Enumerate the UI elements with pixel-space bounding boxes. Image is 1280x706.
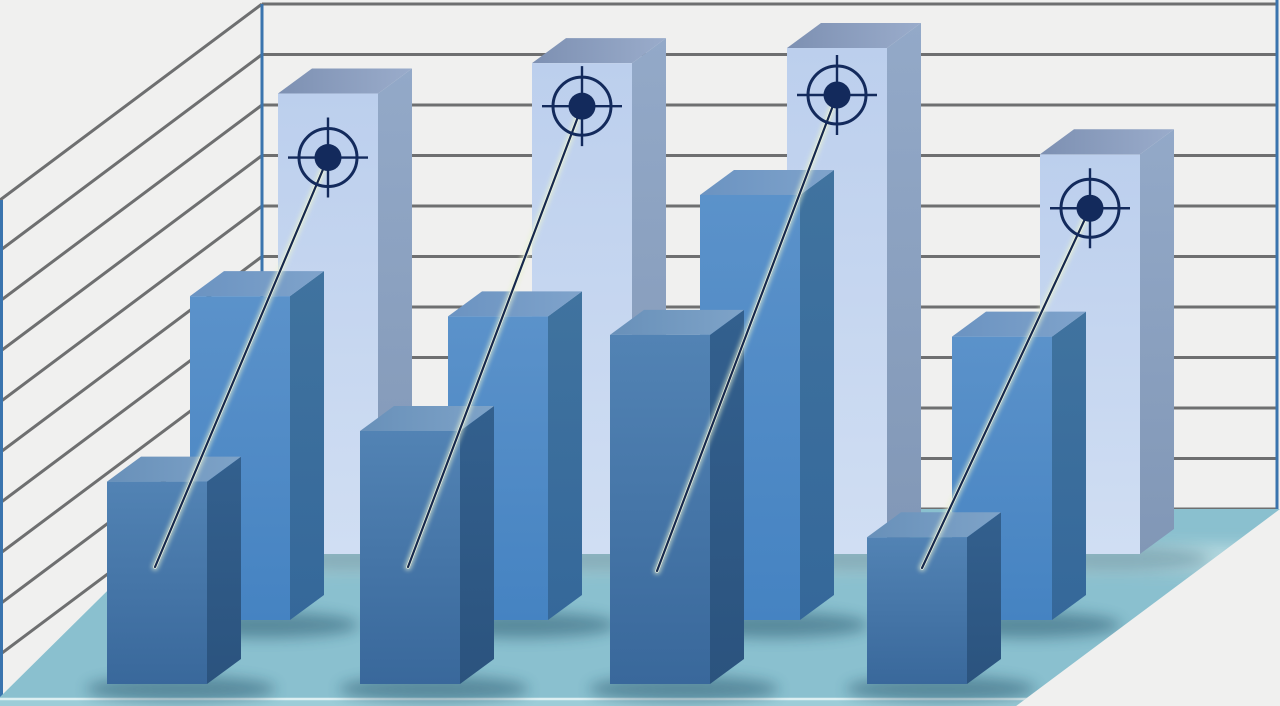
target-markers	[288, 55, 1130, 249]
bar-front-2	[360, 406, 494, 684]
crosshair-target-icon	[797, 55, 877, 135]
target-line	[151, 154, 332, 571]
target-beam-lines	[151, 91, 1094, 575]
bar-middle-4	[952, 311, 1086, 620]
target-line	[918, 204, 1094, 572]
crosshair-target-icon	[542, 66, 622, 147]
bar-front-4	[867, 512, 1001, 684]
crosshair-target-icon	[1050, 168, 1130, 249]
crosshair-target-icon	[288, 117, 368, 198]
bar-front-1	[107, 456, 241, 684]
target-line	[404, 102, 586, 571]
target-line	[653, 91, 841, 575]
bar-front-3	[610, 309, 744, 684]
